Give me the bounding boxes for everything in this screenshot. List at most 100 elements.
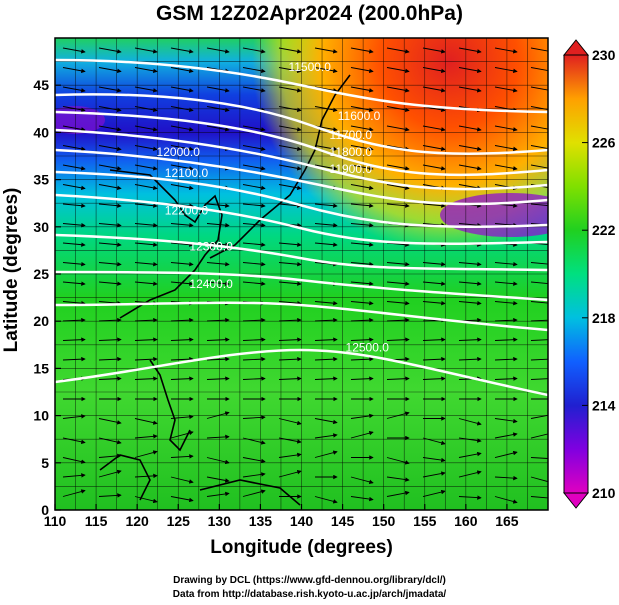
wind-arrow: [134, 434, 158, 439]
wind-arrow: [386, 337, 410, 342]
wind-arrow: [530, 145, 548, 150]
wind-arrow: [170, 454, 194, 459]
wind-arrow: [98, 67, 122, 74]
wind-arrow: [206, 222, 230, 228]
wind-arrow: [314, 242, 338, 247]
wind-arrow: [530, 47, 548, 52]
wind-arrow: [62, 145, 86, 152]
wind-arrow: [278, 242, 302, 247]
coastline-borneo: [99, 454, 151, 501]
y-tick-label: 5: [41, 455, 49, 471]
contour-12300: [55, 270, 548, 302]
wind-arrow: [494, 145, 518, 152]
wind-arrow: [530, 319, 548, 322]
wind-arrow: [242, 184, 266, 191]
wind-arrow: [278, 261, 302, 267]
contour-11600: [55, 93, 548, 156]
contour-11800: [55, 128, 548, 191]
wind-arrow: [98, 164, 122, 171]
y-tick-label: 25: [33, 266, 49, 282]
wind-arrow: [242, 86, 266, 93]
contour-label-layer: 11500.0 11600.0 11700.0 11800.0 11900.0 12000…: [157, 60, 390, 354]
contour-12000: [55, 170, 548, 229]
wind-arrow: [134, 184, 158, 191]
contour-label: 12100.0: [165, 166, 209, 180]
wind-arrow: [170, 242, 194, 247]
wind-arrow: [134, 203, 158, 208]
wind-arrow: [98, 203, 122, 208]
wind-arrow: [62, 261, 86, 267]
wind-arrow: [386, 376, 410, 381]
wind-arrow: [62, 164, 86, 171]
wind-arrow: [386, 300, 410, 306]
wind-arrow: [350, 476, 374, 485]
wind-arrow: [242, 376, 266, 381]
wind-arrow: [206, 491, 230, 497]
wind-arrow: [422, 47, 446, 54]
y-axis-ticks: 0 5 10 15 20 25 30 35 40 45: [33, 77, 61, 518]
wind-arrow: [242, 317, 266, 323]
wind-arrow: [206, 47, 230, 54]
wind-arrow: [134, 473, 158, 479]
wind-arrow: [98, 125, 122, 132]
wind-arrow: [350, 261, 374, 267]
colorbar-tick-label: 214: [592, 397, 616, 413]
wind-arrow: [530, 496, 548, 499]
y-tick-label: 10: [33, 408, 49, 424]
x-tick-label: 115: [85, 513, 108, 529]
wind-arrow: [386, 164, 410, 171]
contour-11700: [55, 110, 548, 177]
wind-arrow: [170, 376, 194, 381]
wind-arrow: [242, 337, 266, 342]
wind-arrow: [494, 317, 518, 323]
wind-arrow: [494, 337, 518, 342]
contour-label: 11700.0: [330, 128, 373, 142]
contour-12400: [55, 301, 548, 332]
wind-arrow: [62, 47, 86, 54]
wind-arrow: [278, 67, 302, 74]
coastline-korea-china: [109, 169, 223, 319]
wind-arrow: [530, 433, 548, 439]
wind-arrow: [494, 475, 518, 481]
wind-arrow: [530, 414, 548, 419]
wind-arrow: [350, 356, 374, 362]
wind-arrow: [278, 317, 302, 323]
wind-arrow: [350, 184, 374, 191]
wind-arrow: [170, 67, 194, 74]
wind-arrow: [350, 337, 374, 342]
x-tick-label: 145: [331, 513, 355, 529]
wind-arrow: [98, 493, 122, 498]
wind-arrow: [134, 47, 158, 54]
wind-arrow: [98, 356, 122, 362]
wind-arrow: [350, 164, 374, 171]
wind-arrow: [314, 125, 338, 132]
wind-arrow: [98, 184, 122, 191]
wind-arrow: [134, 317, 158, 323]
wind-arrow: [98, 145, 122, 152]
wind-arrow: [170, 125, 194, 132]
wind-arrow: [314, 203, 338, 208]
wind-arrow: [422, 203, 446, 208]
wind-arrow: [422, 164, 446, 171]
wind-arrow: [350, 47, 374, 54]
wind-arrow: [458, 470, 482, 478]
contour-label: 12200.0: [165, 204, 209, 218]
wind-arrow: [494, 450, 518, 458]
wind-arrow: [206, 356, 230, 362]
wind-arrow: [98, 317, 122, 323]
x-tick-label: 140: [290, 513, 314, 529]
wind-arrow: [350, 203, 374, 208]
wind-arrow: [494, 67, 518, 74]
colorbar-top-arrow: [562, 39, 590, 56]
credit-data: Data from http://database.rish.kyoto-u.a…: [172, 589, 447, 600]
wind-arrow: [134, 67, 158, 74]
x-tick-label: 165: [495, 513, 519, 529]
wind-arrow: [98, 47, 122, 54]
wind-arrow: [278, 164, 302, 171]
wind-arrow: [530, 457, 548, 459]
wind-arrow: [494, 261, 518, 267]
wind-arrow: [350, 413, 374, 419]
wind-arrow: [62, 125, 86, 132]
wind-arrow: [62, 184, 86, 191]
wind-arrow: [242, 261, 266, 267]
